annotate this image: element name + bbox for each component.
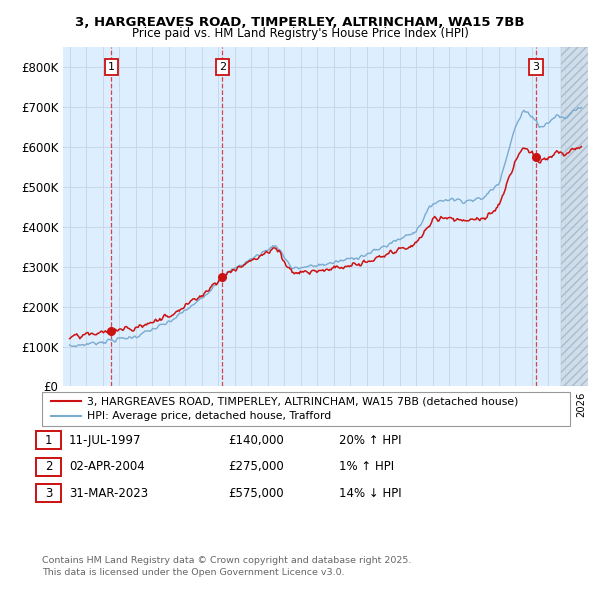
Text: 3: 3 <box>45 487 52 500</box>
Text: 3: 3 <box>532 62 539 72</box>
Text: 2: 2 <box>219 62 226 72</box>
Text: 11-JUL-1997: 11-JUL-1997 <box>69 434 142 447</box>
Text: Contains HM Land Registry data © Crown copyright and database right 2025.: Contains HM Land Registry data © Crown c… <box>42 556 412 565</box>
Text: Price paid vs. HM Land Registry's House Price Index (HPI): Price paid vs. HM Land Registry's House … <box>131 27 469 40</box>
Text: 3, HARGREAVES ROAD, TIMPERLEY, ALTRINCHAM, WA15 7BB: 3, HARGREAVES ROAD, TIMPERLEY, ALTRINCHA… <box>75 16 525 29</box>
Text: 1% ↑ HPI: 1% ↑ HPI <box>339 460 394 473</box>
Text: 3, HARGREAVES ROAD, TIMPERLEY, ALTRINCHAM, WA15 7BB (detached house): 3, HARGREAVES ROAD, TIMPERLEY, ALTRINCHA… <box>87 396 518 407</box>
Text: £275,000: £275,000 <box>228 460 284 473</box>
Text: 2: 2 <box>45 460 52 473</box>
Text: 02-APR-2004: 02-APR-2004 <box>69 460 145 473</box>
Text: HPI: Average price, detached house, Trafford: HPI: Average price, detached house, Traf… <box>87 411 331 421</box>
Text: £140,000: £140,000 <box>228 434 284 447</box>
Text: This data is licensed under the Open Government Licence v3.0.: This data is licensed under the Open Gov… <box>42 568 344 577</box>
Bar <box>561 47 600 386</box>
Text: £575,000: £575,000 <box>228 487 284 500</box>
Text: 1: 1 <box>45 434 52 447</box>
Text: 20% ↑ HPI: 20% ↑ HPI <box>339 434 401 447</box>
Text: 1: 1 <box>108 62 115 72</box>
Bar <box>561 47 600 386</box>
Text: 31-MAR-2023: 31-MAR-2023 <box>69 487 148 500</box>
Text: 14% ↓ HPI: 14% ↓ HPI <box>339 487 401 500</box>
